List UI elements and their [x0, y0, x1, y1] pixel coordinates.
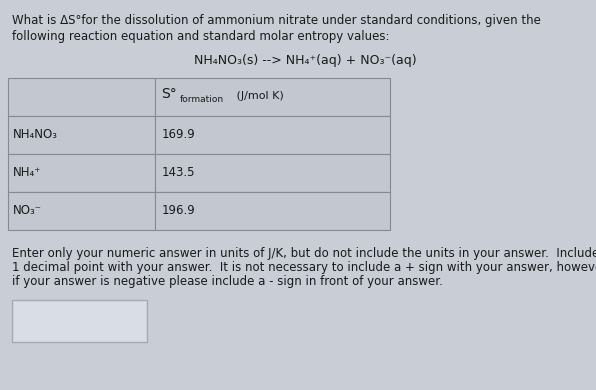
- Text: NH₄⁺: NH₄⁺: [13, 167, 41, 179]
- Bar: [8, 154, 155, 192]
- Text: 196.9: 196.9: [162, 204, 195, 218]
- Text: NH₄NO₃: NH₄NO₃: [13, 128, 58, 142]
- Bar: [155, 192, 390, 230]
- Bar: [8, 116, 155, 154]
- Text: NO₃⁻: NO₃⁻: [13, 204, 42, 218]
- Text: 143.5: 143.5: [162, 167, 195, 179]
- Text: (J/mol K): (J/mol K): [233, 91, 284, 101]
- Bar: [8, 192, 155, 230]
- Text: S°: S°: [161, 87, 177, 101]
- Text: if your answer is negative please include a - sign in front of your answer.: if your answer is negative please includ…: [12, 275, 443, 288]
- Text: NH₄NO₃(s) --> NH₄⁺(aq) + NO₃⁻(aq): NH₄NO₃(s) --> NH₄⁺(aq) + NO₃⁻(aq): [194, 54, 417, 67]
- Text: following reaction equation and standard molar entropy values:: following reaction equation and standard…: [12, 30, 390, 43]
- Bar: [12, 300, 147, 342]
- Bar: [8, 78, 155, 116]
- Text: 1 decimal point with your answer.  It is not necessary to include a + sign with : 1 decimal point with your answer. It is …: [12, 261, 596, 274]
- Text: Enter only your numeric answer in units of J/K, but do not include the units in : Enter only your numeric answer in units …: [12, 247, 596, 260]
- Text: What is ΔS°for the dissolution of ammonium nitrate under standard conditions, gi: What is ΔS°for the dissolution of ammoni…: [12, 14, 541, 27]
- Bar: [155, 78, 390, 116]
- Text: formation: formation: [180, 94, 224, 103]
- Bar: [155, 154, 390, 192]
- Text: 169.9: 169.9: [162, 128, 195, 142]
- Bar: [155, 116, 390, 154]
